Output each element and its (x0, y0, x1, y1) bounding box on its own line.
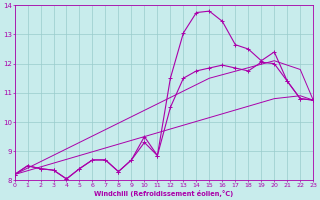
X-axis label: Windchill (Refroidissement éolien,°C): Windchill (Refroidissement éolien,°C) (94, 190, 234, 197)
